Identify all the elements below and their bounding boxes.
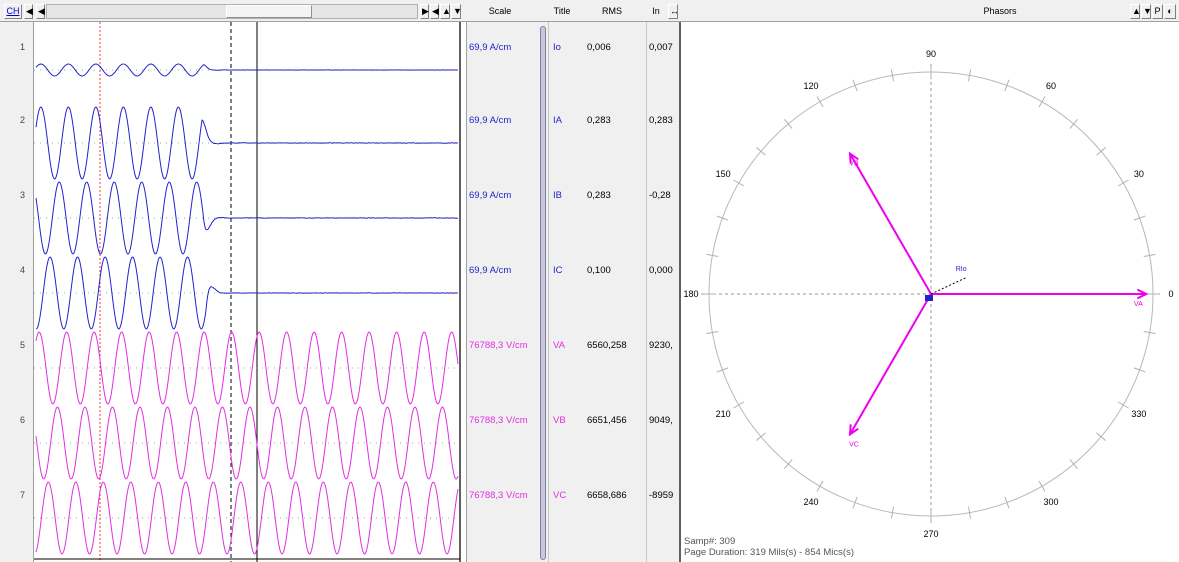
channel-number: 4 xyxy=(20,265,25,275)
channel-title: IC xyxy=(553,265,563,276)
phasor-angle-label: 0 xyxy=(1168,289,1173,299)
time-scrollbar-thumb[interactable] xyxy=(226,5,312,18)
waveform-area xyxy=(34,22,466,562)
table-scrollbar[interactable] xyxy=(540,26,546,560)
phasor-angle-label: 330 xyxy=(1131,409,1146,419)
phasor-angle-label: 60 xyxy=(1046,81,1056,91)
in-column-header[interactable]: In xyxy=(646,6,666,16)
channel-inst: 9230, xyxy=(649,340,673,351)
phasor-vector-label: VB xyxy=(849,161,859,168)
channel-inst: -0,28 xyxy=(649,190,671,201)
phasor-vector-label: VC xyxy=(849,441,859,448)
phasor-angle-label: 30 xyxy=(1134,169,1144,179)
channel-number: 7 xyxy=(20,490,25,500)
channel-number: 2 xyxy=(20,115,25,125)
phasor-up-button[interactable]: ▲ xyxy=(1130,4,1140,19)
phasor-angle-label: 240 xyxy=(803,497,818,507)
channel-rms: 0,006 xyxy=(587,42,611,53)
channel-scale: 69,9 A/cm xyxy=(469,265,511,276)
channel-gutter xyxy=(0,22,34,562)
channel-title: IA xyxy=(553,115,562,126)
phasor-vector-label: RIo xyxy=(956,266,967,273)
channel-rms: 0,283 xyxy=(587,115,611,126)
channel-title: VC xyxy=(553,490,566,501)
phasor-angle-label: 270 xyxy=(923,529,938,539)
channel-rms: 0,100 xyxy=(587,265,611,276)
channel-scale: 69,9 A/cm xyxy=(469,190,511,201)
page-duration: Page Duration: 319 Mils(s) - 854 Mics(s) xyxy=(684,547,854,558)
ch-button[interactable]: CH xyxy=(4,4,22,19)
phasor-diagram: 9060300330300270240210180150120VAVBVCRIo xyxy=(681,22,1179,562)
channel-title: IB xyxy=(553,190,562,201)
phasors-title: Phasors xyxy=(940,6,1060,16)
phasor-options-icon[interactable]: ◐ xyxy=(1164,4,1176,19)
channel-table xyxy=(466,22,679,562)
phasor-angle-label: 300 xyxy=(1043,497,1058,507)
channel-title: VA xyxy=(553,340,565,351)
phasor-down-button[interactable]: ▼ xyxy=(1141,4,1151,19)
channel-rms: 6651,456 xyxy=(587,415,627,426)
channel-inst: 0,007 xyxy=(649,42,673,53)
up-arrow-button[interactable]: ▲ xyxy=(440,4,450,19)
phasor-header xyxy=(680,0,1179,22)
sample-number: Samp#: 309 xyxy=(684,536,735,547)
resize-icon[interactable]: ↔ xyxy=(668,4,678,19)
phasor-origin-marker xyxy=(925,295,933,301)
phasor-angle-label: 180 xyxy=(683,289,698,299)
channel-title: Io xyxy=(553,42,561,53)
rms-column-header[interactable]: RMS xyxy=(598,6,626,16)
channel-scale: 76788,3 V/cm xyxy=(469,415,528,426)
zoom-out-button[interactable]: ◀ xyxy=(430,4,439,19)
phasor-vector-label: VA xyxy=(1134,301,1143,308)
channel-scale: 69,9 A/cm xyxy=(469,42,511,53)
phasor-angle-label: 210 xyxy=(716,409,731,419)
channel-inst: 0,000 xyxy=(649,265,673,276)
channel-scale: 76788,3 V/cm xyxy=(469,490,528,501)
channel-number: 3 xyxy=(20,190,25,200)
channel-scale: 76788,3 V/cm xyxy=(469,340,528,351)
channel-scale: 69,9 A/cm xyxy=(469,115,511,126)
channel-rms: 0,283 xyxy=(587,190,611,201)
channel-inst: -8959 xyxy=(649,490,673,501)
phasor-angle-label: 90 xyxy=(926,49,936,59)
title-column-header[interactable]: Title xyxy=(550,6,574,16)
scroll-left-button[interactable]: ◀ xyxy=(36,4,45,19)
channel-number: 1 xyxy=(20,42,25,52)
phasor-p-button[interactable]: P xyxy=(1152,4,1163,19)
channel-number: 6 xyxy=(20,415,25,425)
scroll-left-end-button[interactable]: ◀ xyxy=(24,4,33,19)
channel-rms: 6658,686 xyxy=(587,490,627,501)
channel-rms: 6560,258 xyxy=(587,340,627,351)
scale-column-header[interactable]: Scale xyxy=(480,6,520,16)
down-arrow-button[interactable]: ▼ xyxy=(451,4,461,19)
channel-inst: 0,283 xyxy=(649,115,673,126)
channel-inst: 9049, xyxy=(649,415,673,426)
channel-title: VB xyxy=(553,415,566,426)
phasor-angle-label: 120 xyxy=(803,81,818,91)
scroll-right-button[interactable]: ▶ xyxy=(420,4,429,19)
phasor-angle-label: 150 xyxy=(716,169,731,179)
channel-number: 5 xyxy=(20,340,25,350)
